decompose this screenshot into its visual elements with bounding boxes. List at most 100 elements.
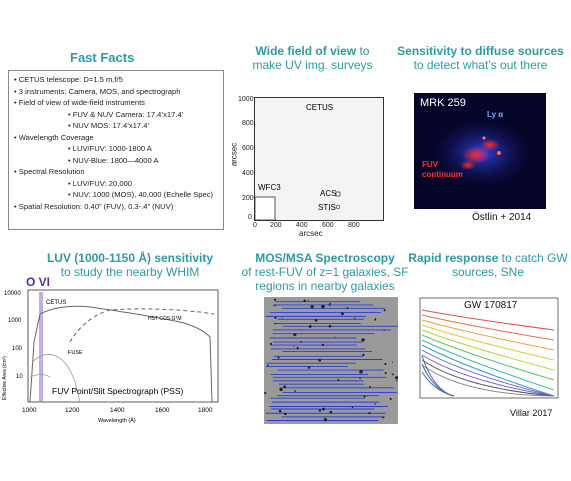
source-dot [363,395,366,398]
gw-event-label: GW 170817 [464,300,518,311]
luv-title: LUV (1000-1150 Å) sensitivity to study t… [25,251,235,279]
sensitivity-title: Sensitivity to diffuse sources to detect… [393,44,568,72]
y-axis-label: arcsec [229,142,239,167]
fact-line: FUV & NUV Camera: 17.4’x17.4’ [14,109,218,121]
source-dot [296,346,299,350]
y-tick-label: 800 [242,120,254,127]
fact-line: Wavelength Coverage [14,132,218,144]
y-tick-label: 200 [242,195,254,202]
y-tick-label: 0 [248,214,252,221]
source-dot [341,312,344,316]
light-curve [421,359,555,397]
source-dot [353,317,356,320]
image-credit: Östlin + 2014 [472,212,532,223]
light-curve [421,319,555,351]
y-tick-label: 100 [12,346,23,352]
light-curve [421,349,555,397]
source-dot [329,302,332,305]
gw-credit: Villar 2017 [510,408,553,418]
light-curve [421,354,555,397]
source-dot [310,305,314,309]
source-dot [337,378,340,381]
source-dot [359,377,361,380]
source-dot [283,385,287,389]
mos-title-bold: MOS/MSA Spectroscopy [255,251,395,265]
x-tick-label: 1600 [155,407,170,414]
wide-field-title-rest: to make UV img. surveys [252,44,373,72]
stis-label: STIS [318,203,336,212]
source-dot [267,364,269,367]
rapid-title: Rapid response to catch GW sources, SNe [408,251,568,279]
fast-facts-box: CETUS telescope: D=1.5 m,f/5 3 instrumen… [8,70,224,230]
source-dot [361,338,365,342]
fact-line: NUV MOS: 17.4’x17.4’ [14,120,218,132]
x-tick-label: 400 [296,222,308,229]
y-tick-label: 600 [242,145,254,152]
x-tick-label: 600 [322,222,334,229]
fact-line: Spatial Resolution: 0.40” (FUV), 0.3-.4”… [14,201,218,213]
source-dot [278,409,282,413]
fuv-continuum-label: FUV continuum [422,160,463,180]
acs-label: ACS [320,189,336,198]
fact-line: Spectral Resolution [14,166,218,178]
source-dot [374,317,376,319]
source-dot [328,304,331,307]
y-tick-label: 10 [16,374,23,380]
fact-line: LUV/FUV: 1000-1800 A [14,143,218,155]
source-dot [321,343,325,347]
source-dot [281,317,283,319]
mrk259-label: MRK 259 [420,97,466,109]
continuum-label: continuum [422,170,463,179]
source-dot [396,379,398,382]
source-dot [284,412,287,416]
source-dot [389,397,392,400]
light-curve [421,339,555,391]
source-dot [321,304,325,309]
cetus-field-box [254,97,384,221]
y-tick-label: 1000 [238,96,254,103]
y-axis-label: Effective Area (cm²) [2,356,8,400]
light-curve [421,314,555,341]
x-tick-label: 1400 [110,407,125,414]
mos-spectra-image [264,297,398,424]
source-dot [274,304,276,307]
source-dot [293,345,295,348]
luv-title-bold: LUV (1000-1150 Å) sensitivity [46,251,214,265]
ovi-label: O VI [26,275,51,289]
x-tick-label: 1000 [22,407,37,414]
source-dot [359,369,363,374]
rapid-title-rest: to catch GW sources, SNe [451,251,568,279]
source-dot [300,340,302,343]
source-dot [368,411,371,415]
source-dot [308,324,312,328]
light-curve [421,344,555,397]
fact-line: 3 instruments: Camera, MOS, and spectrog… [14,86,218,98]
source-dot [293,333,297,337]
cetus-curve-label: CETUS [46,300,66,306]
source-dot [294,390,297,392]
pss-caption: FUV Point/Slit Spectrograph (PSS) [52,386,184,396]
light-curve [421,309,555,331]
source-dot [374,318,377,321]
y-tick-label: 1000 [8,318,22,324]
fact-line: NUV: 1000 (MOS), 40,000 (Echelle Spec) [14,189,218,201]
source-dot [314,319,318,322]
mrk259-image [414,93,546,209]
source-dot [318,409,322,412]
effective-area-plot: CETUS HST COS G*M FUSE FUV Point/Slit Sp… [2,289,219,424]
sensitivity-title-bold: Sensitivity to diffuse sources [397,44,564,58]
light-curve [421,371,455,397]
source-dot [318,358,322,362]
fact-line: NUV-Blue: 1800—4000 A [14,155,218,167]
source-dot [277,356,280,359]
fact-line: LUV/FUV: 20,000 [14,178,218,190]
source-dot [334,336,336,338]
source-dot [279,387,283,392]
x-tick-label: 1200 [65,407,80,414]
source-dot [329,410,333,414]
cetus-label: CETUS [306,103,333,112]
source-dot [269,342,273,345]
acs-field-box [335,191,341,197]
source-dot [322,407,325,411]
source-dot [273,298,277,301]
